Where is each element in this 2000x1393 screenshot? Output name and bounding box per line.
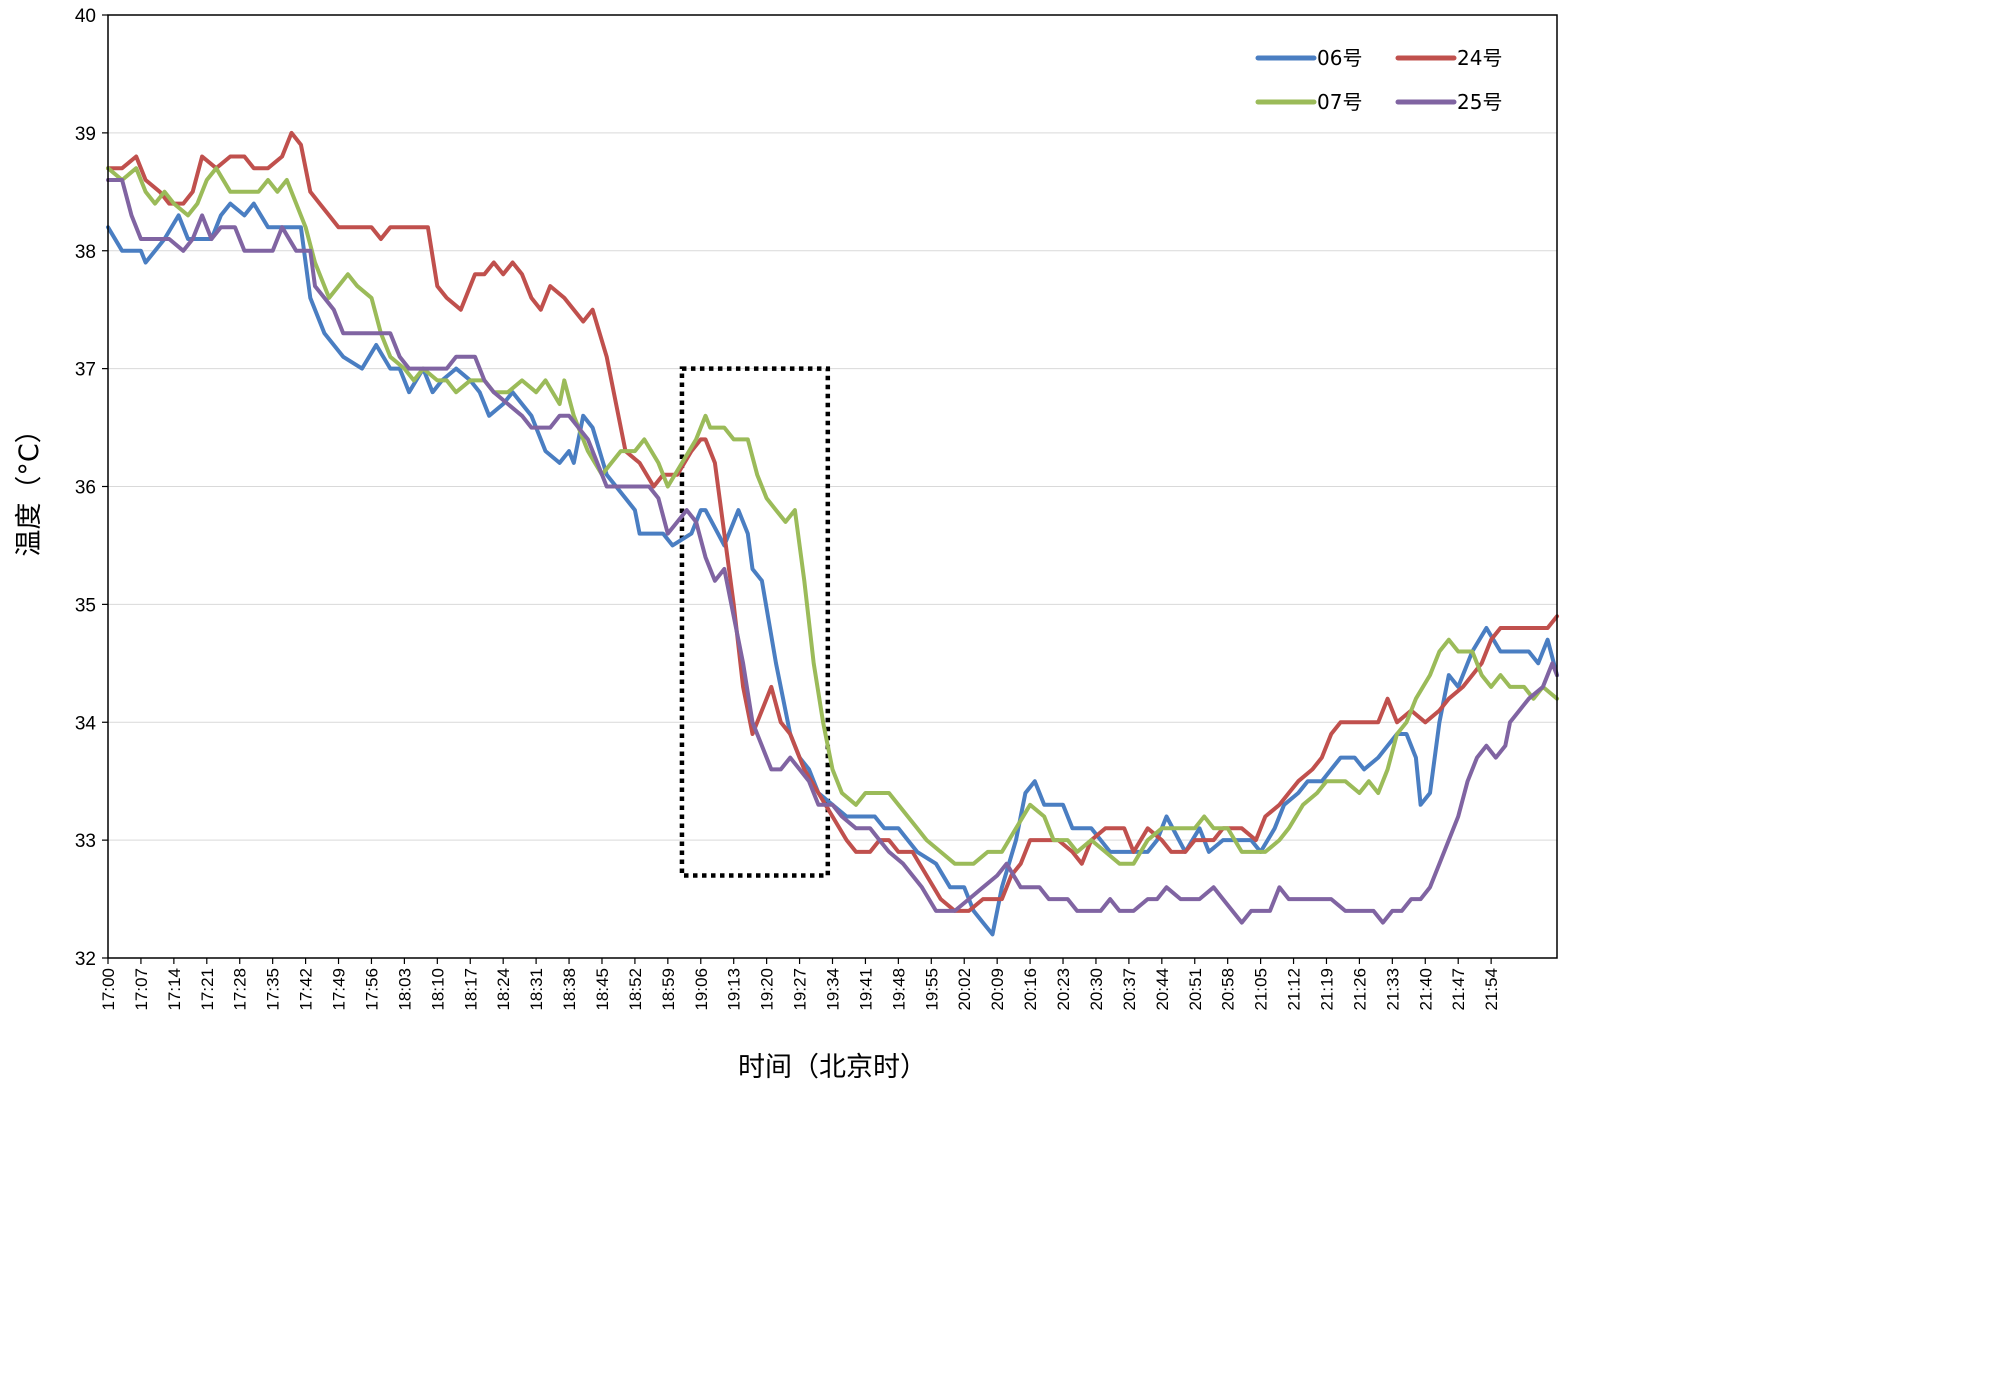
x-tick-label: 20:23 <box>1054 968 1073 1011</box>
x-tick-label: 17:07 <box>132 968 151 1011</box>
x-tick-label: 21:54 <box>1482 968 1501 1011</box>
x-tick-label: 20:30 <box>1087 968 1106 1011</box>
x-tick-label: 18:10 <box>428 968 447 1011</box>
x-tick-label: 21:47 <box>1449 968 1468 1011</box>
x-tick-label: 20:37 <box>1120 968 1139 1011</box>
x-tick-label: 20:58 <box>1219 968 1238 1011</box>
x-tick-label: 18:52 <box>626 968 645 1011</box>
x-tick-label: 17:14 <box>165 968 184 1011</box>
x-tick-label: 18:24 <box>494 968 513 1011</box>
highlight-box-layer <box>679 366 831 878</box>
x-tick-label: 21:40 <box>1416 968 1435 1011</box>
x-tick-label: 17:56 <box>362 968 381 1011</box>
x-tick-label: 17:35 <box>264 968 283 1011</box>
y-tick-label: 39 <box>75 124 96 145</box>
x-tick-label: 18:59 <box>659 968 678 1011</box>
x-tick-label: 19:34 <box>824 968 843 1011</box>
chart-background <box>0 0 1568 1088</box>
y-tick-label: 34 <box>75 713 97 734</box>
y-tick-label: 36 <box>75 478 96 499</box>
x-tick-label: 19:20 <box>758 968 777 1011</box>
x-tick-label: 18:45 <box>593 968 612 1011</box>
series-layer <box>106 130 1559 937</box>
y-tick-label: 33 <box>75 831 96 852</box>
series-line-24号 <box>106 130 1559 913</box>
y-tick-label: 40 <box>75 6 96 27</box>
y-tick-label: 38 <box>75 242 96 263</box>
x-tick-label: 17:28 <box>231 968 250 1011</box>
y-axis-title: 温度（°C） <box>14 416 45 556</box>
x-tick-label: 18:38 <box>560 968 579 1011</box>
x-axis-ticks: 17:00 17:07 17:14 17:21 17:28 17:35 17:42 17:49… <box>99 958 1501 1011</box>
highlight-box <box>679 366 831 878</box>
x-tick-label: 20:44 <box>1153 968 1172 1011</box>
x-tick-label: 17:42 <box>297 968 316 1011</box>
x-tick-label: 21:05 <box>1252 968 1271 1011</box>
series-line-06号 <box>106 201 1559 937</box>
legend-label: 07号 <box>1317 90 1362 114</box>
x-tick-label: 19:41 <box>856 968 875 1011</box>
x-tick-label: 20:51 <box>1186 968 1205 1011</box>
legend-label: 06号 <box>1317 46 1362 70</box>
x-tick-label: 21:33 <box>1383 968 1402 1011</box>
x-tick-label: 19:55 <box>922 968 941 1011</box>
x-tick-label: 20:09 <box>988 968 1007 1011</box>
series-line-07号 <box>106 166 1559 866</box>
x-tick-label: 18:17 <box>461 968 480 1011</box>
x-tick-label: 19:27 <box>791 968 810 1011</box>
y-tick-label: 35 <box>75 595 96 616</box>
x-tick-label: 17:21 <box>198 968 217 1011</box>
x-tick-label: 19:48 <box>889 968 908 1011</box>
legend-label: 24号 <box>1457 46 1502 70</box>
x-tick-label: 18:31 <box>527 968 546 1011</box>
x-tick-label: 19:06 <box>692 968 711 1011</box>
x-tick-label: 21:26 <box>1350 968 1369 1011</box>
legend-label: 25号 <box>1457 90 1502 114</box>
x-tick-label: 21:12 <box>1285 968 1304 1011</box>
x-tick-label: 20:02 <box>955 968 974 1011</box>
x-axis-title: 时间（北京时） <box>738 1052 927 1083</box>
y-tick-label: 32 <box>75 949 96 970</box>
y-axis-ticks: 32 33 34 35 36 37 38 39 40 <box>75 6 108 970</box>
series-line-25号 <box>106 178 1559 925</box>
legend: 06号 24号 07号 25号 <box>1255 46 1502 114</box>
x-tick-label: 20:16 <box>1021 968 1040 1011</box>
x-tick-label: 19:13 <box>725 968 744 1011</box>
x-tick-label: 21:19 <box>1317 968 1336 1011</box>
x-tick-label: 18:03 <box>395 968 414 1011</box>
gridlines <box>108 132 1557 841</box>
y-tick-label: 37 <box>75 360 96 381</box>
x-tick-label: 17:49 <box>330 968 349 1011</box>
x-tick-label: 17:00 <box>99 968 118 1011</box>
